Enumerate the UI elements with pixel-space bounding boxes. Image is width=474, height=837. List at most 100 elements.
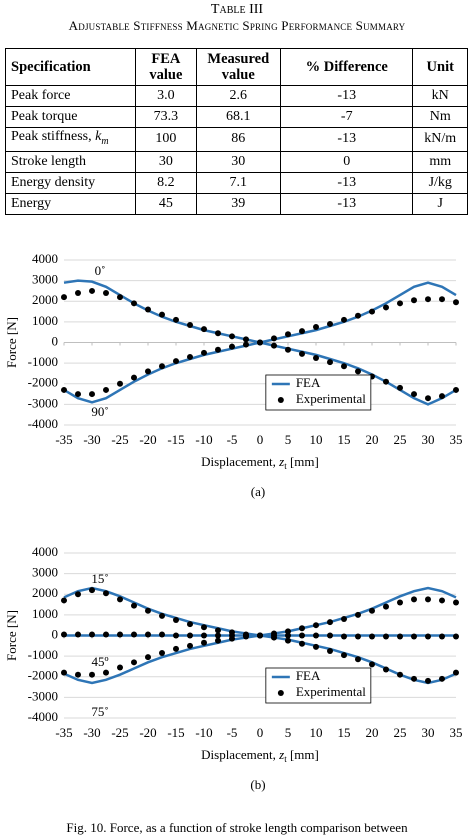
data-point	[341, 652, 347, 659]
data-point	[341, 633, 347, 640]
text-part: Displacement,	[201, 747, 279, 762]
data-point	[215, 330, 221, 337]
table-cell: Peak torque	[4, 106, 137, 128]
data-point	[271, 342, 277, 349]
data-point	[285, 637, 291, 644]
data-point	[369, 308, 375, 315]
curve-label: 75˚	[91, 704, 108, 719]
data-point	[103, 669, 109, 676]
x-tick-label: -15	[167, 725, 184, 740]
table-cell: mm	[412, 150, 468, 173]
data-point	[327, 647, 333, 654]
table-row: Energy density 8.2 7.1 -13 J/kg	[4, 171, 468, 194]
table-cell: 0	[280, 150, 414, 173]
data-point	[369, 633, 375, 640]
table-cell: Peak stiffness, km	[4, 127, 137, 152]
chart: -4000 -3000 -2000 -1000 0 1000 2000 3000 4000 -35…	[4, 251, 463, 499]
x-tick-label: 30	[422, 432, 435, 447]
legend-box	[265, 374, 372, 411]
data-point	[201, 639, 207, 646]
x-tick-label: -15	[167, 432, 184, 447]
data-point	[131, 631, 137, 638]
data-point	[243, 341, 249, 348]
data-point	[355, 312, 361, 319]
data-point	[257, 632, 263, 639]
data-point	[75, 631, 81, 638]
y-axis-title: Force [N]	[4, 610, 19, 661]
data-point	[187, 642, 193, 649]
data-point	[285, 331, 291, 338]
table-cell: -7	[280, 106, 414, 128]
y-tick-label: -4000	[28, 709, 58, 724]
x-tick-label: -25	[111, 725, 128, 740]
table-cell: J	[412, 192, 468, 215]
x-tick-label: 35	[450, 432, 463, 447]
data-point	[89, 587, 95, 594]
data-point	[397, 300, 403, 307]
data-point	[61, 386, 67, 393]
table-cell: 30	[195, 150, 282, 173]
data-point	[61, 631, 67, 638]
data-point	[75, 671, 81, 678]
data-point	[117, 596, 123, 603]
header-cell: FEA value	[135, 48, 197, 86]
table-cell: -13	[280, 171, 414, 194]
header-cell: Specification	[4, 48, 137, 86]
x-tick-label: -20	[139, 725, 156, 740]
y-tick-label: -2000	[28, 375, 58, 390]
table-cell: Energy density	[4, 171, 137, 194]
data-point	[159, 650, 165, 657]
data-point	[173, 358, 179, 365]
y-tick-label: -3000	[28, 688, 58, 703]
data-point	[201, 326, 207, 333]
table: Specification FEA value Measured value% Di…	[4, 48, 468, 215]
table-cell: kN/m	[412, 127, 468, 152]
data-point	[271, 630, 277, 637]
data-point	[117, 664, 123, 671]
data-point	[299, 625, 305, 632]
data-point	[397, 599, 403, 606]
data-point	[411, 675, 417, 682]
panel-label: (a)	[251, 484, 265, 499]
x-tick-label: 15	[338, 725, 351, 740]
data-point	[355, 611, 361, 618]
data-point	[173, 316, 179, 323]
data-point	[89, 671, 95, 678]
data-point	[313, 324, 319, 331]
data-point	[439, 597, 445, 604]
x-tick-label: -10	[195, 725, 212, 740]
data-point	[145, 654, 151, 661]
data-point	[187, 321, 193, 328]
data-point	[439, 633, 445, 640]
table-row: Peak stiffness, km 100 86 -13 kN/m	[4, 127, 468, 152]
header-cell: Unit	[412, 48, 468, 86]
x-tick-label: -5	[227, 725, 238, 740]
x-tick-label: -20	[139, 432, 156, 447]
table-cell: Stroke length	[4, 150, 137, 173]
figure-caption: Fig. 10. Force, as a function of stroke …	[66, 820, 408, 835]
table-cell: Energy	[4, 192, 137, 215]
data-point	[313, 622, 319, 629]
data-point	[103, 590, 109, 597]
data-point	[285, 632, 291, 639]
data-point	[411, 297, 417, 304]
table-cell: 8.2	[135, 171, 197, 194]
y-tick-label: 1000	[32, 606, 58, 621]
data-point	[145, 306, 151, 313]
y-tick-label: -3000	[28, 395, 58, 410]
unit: [mm]	[287, 747, 319, 762]
panel-label: (b)	[250, 777, 265, 792]
data-point	[201, 632, 207, 639]
curve-label: 90˚	[91, 404, 108, 419]
data-point	[187, 621, 193, 628]
y-tick-label: 2000	[32, 585, 58, 600]
data-point	[229, 635, 235, 642]
data-point	[425, 596, 431, 603]
data-point	[439, 675, 445, 682]
data-point	[159, 631, 165, 638]
data-point	[453, 386, 459, 393]
data-point	[145, 607, 151, 614]
data-point	[117, 380, 123, 387]
data-point	[383, 378, 389, 385]
